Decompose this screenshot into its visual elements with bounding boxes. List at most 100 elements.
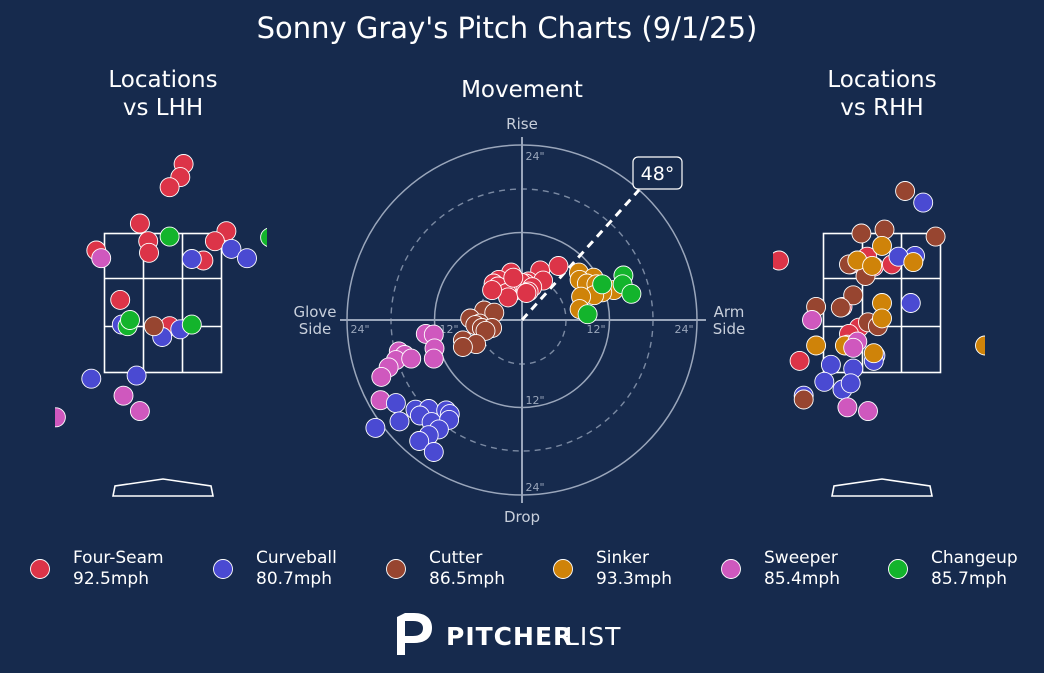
movement-point-curveball-65 [389,411,410,432]
rhh-point-sweeper-50 [858,401,878,422]
ring-label-bottom12: 12" [525,394,544,407]
legend-label-changeup: Changeup [931,548,1018,568]
lhh-point-four-seam-2 [159,177,180,198]
rhh-point-sweeper-49 [837,397,858,418]
rhh-point-sinker-41 [806,335,827,356]
rhh-point-cutter-22 [895,181,916,201]
legend-label-cutter: Cutter [429,548,482,568]
legend-speed-curveball: 80.7mph [256,569,332,589]
lhh-point-cutter-20 [143,316,164,337]
lhh-home-plate [112,478,214,497]
rhh-points [773,181,985,422]
rhh-point-sinker-44 [975,335,985,356]
movement-point-four-seam-17 [482,280,503,301]
legend-label-sweeper: Sweeper [764,548,838,568]
pitcherlist-logo: PITCHER LIST [397,613,621,655]
rhh-point-sweeper-48 [843,337,864,358]
legend-label-curveball: Curveball [256,548,337,568]
movement-point-four-seam-1 [548,256,569,276]
rhh-point-sinker-37 [862,255,883,276]
rhh-point-sinker-38 [903,252,924,273]
lhh-points [55,154,267,428]
rhh-point-cutter-33 [793,389,814,410]
axis-label-arm-2: Side [713,320,745,338]
movement-point-curveball-70 [423,442,444,462]
ring-label-right12: 12" [586,323,605,336]
movement-point-four-seam-16 [516,283,537,303]
movement-point-changeup-33 [621,283,642,304]
rhh-point-sinker-43 [863,343,884,364]
movement-point-curveball-57 [385,393,406,414]
rhh-point-cutter-24 [851,223,872,244]
axis-label-drop: Drop [504,508,540,526]
arm-angle-box [632,156,683,190]
rhh-point-cutter-25 [874,219,895,240]
lhh-title-line1: Locations [108,67,217,93]
ring-label-bottom24: 24" [525,481,544,494]
rhh-title-line2: vs RHH [840,95,923,121]
movement-point-changeup-34 [577,304,598,325]
movement-point-changeup-31 [592,274,613,295]
legend-speed-changeup: 85.7mph [931,569,1007,589]
ring-label-left24: 24" [350,323,369,336]
legend-speed-cutter: 86.5mph [429,569,505,589]
chart-title: Sonny Gray's Pitch Charts (9/1/25) [257,11,758,45]
lhh-point-curveball-18 [126,365,147,386]
lhh-point-curveball-13 [221,238,242,259]
rhh-point-curveball-19 [840,373,861,394]
brand-pitcher: PITCHER [446,622,573,651]
lhh-point-sweeper-21 [91,248,112,269]
movement-point-curveball-68 [365,417,386,438]
arm-angle-line [520,188,641,322]
lhh-point-changeup-29 [120,310,140,330]
rhh-point-curveball-15 [814,371,835,392]
legend-speed-four-seam: 92.5mph [73,569,149,589]
lhh-point-sweeper-22 [113,385,134,406]
rhh-point-sweeper-46 [802,310,822,330]
rhh-point-four-seam-4 [789,350,810,371]
movement-point-sweeper-53 [423,348,444,369]
legend-swatch-four-seam [30,559,50,579]
legend-swatch-sweeper [721,559,741,579]
rhh-point-curveball-14 [820,354,841,375]
movement-point-sweeper-52 [401,348,422,369]
rhh-point-curveball-9 [913,192,934,213]
lhh-point-sweeper-24 [55,407,66,428]
legend-label-sinker: Sinker [596,548,649,568]
rhh-point-sinker-40 [872,308,892,329]
lhh-point-sweeper-23 [129,401,150,422]
axis-label-arm-1: Arm [714,303,745,321]
legend-swatch-changeup [888,559,908,579]
lhh-point-curveball-12 [181,249,202,269]
rhh-point-four-seam-8 [773,250,789,271]
lhh-point-four-seam-3 [129,213,150,234]
lhh-point-curveball-14 [237,248,257,269]
rhh-point-cutter-29 [830,297,851,318]
lhh-point-four-seam-8 [139,242,159,263]
rhh-point-sinker-35 [872,235,892,256]
legend-speed-sinker: 93.3mph [596,569,672,589]
brand-list: LIST [565,622,621,651]
lhh-point-curveball-19 [81,368,102,389]
rhh-home-plate [831,478,933,497]
axis-label-glove-1: Glove [293,303,336,321]
lhh-point-four-seam-6 [204,231,225,252]
lhh-title-line2: vs LHH [123,95,203,121]
legend-swatch-cutter [386,559,406,579]
ring-label-top24: 24" [525,150,544,163]
legend-label-four-seam: Four-Seam [73,548,164,568]
movement-point-sweeper-55 [371,366,392,387]
legend-speed-sweeper: 85.4mph [764,569,840,589]
movement-point-four-seam-18 [503,267,524,288]
axis-label-rise: Rise [506,115,538,133]
axis-label-glove-2: Side [299,320,331,338]
legend-swatch-sinker [553,559,573,579]
pitcherlist-logo-icon [397,613,432,655]
lhh-point-changeup-28 [181,314,202,335]
movement-point-curveball-69 [409,431,430,451]
rhh-point-cutter-23 [925,226,946,247]
arm-angle-label: 48° [641,163,675,185]
lhh-point-four-seam-10 [110,289,131,310]
